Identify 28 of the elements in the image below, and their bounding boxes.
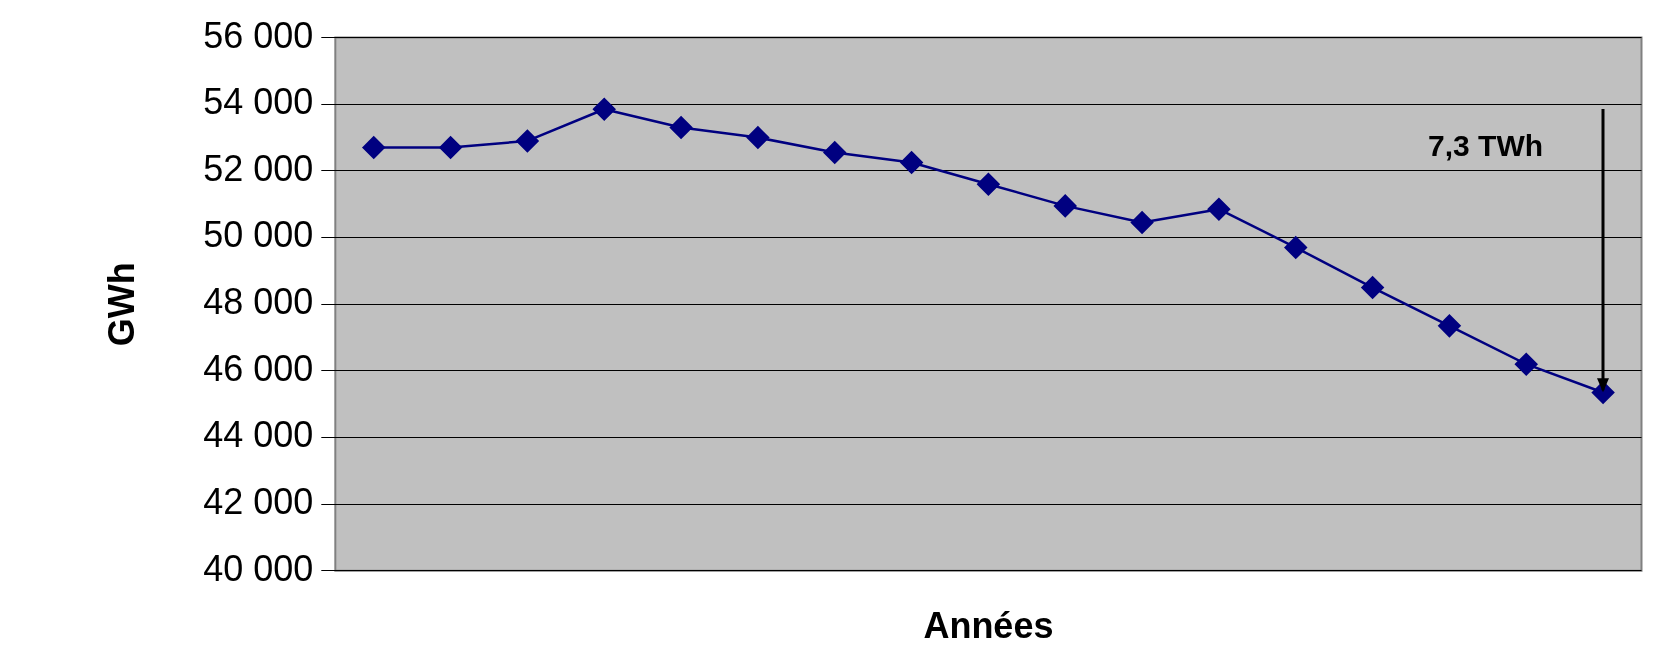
point — [823, 141, 846, 164]
point — [362, 136, 385, 159]
y-tick-label: 42 000 — [203, 481, 314, 523]
point — [1130, 211, 1154, 234]
y-tick-label: 52 000 — [203, 147, 314, 189]
y-tick-label: 56 000 — [203, 14, 314, 56]
y-tick-label: 50 000 — [203, 214, 314, 256]
x-axis-title: Années — [923, 605, 1054, 647]
y-tick-label: 48 000 — [203, 281, 314, 323]
point — [439, 136, 462, 159]
point — [746, 126, 770, 149]
point — [1284, 236, 1307, 259]
point — [900, 151, 923, 174]
y-tick-label: 54 000 — [203, 81, 314, 123]
y-tick-label: 44 000 — [203, 414, 314, 456]
y-tick-label: 40 000 — [203, 547, 314, 589]
annotation: 7,3 TWh — [1428, 128, 1544, 162]
point — [592, 98, 616, 121]
point — [669, 116, 693, 139]
point — [1053, 194, 1077, 218]
point — [977, 172, 1000, 196]
point — [1207, 197, 1231, 221]
y-axis-title: GWh — [100, 262, 142, 347]
y-tick-label: 46 000 — [203, 347, 314, 389]
point — [1361, 276, 1384, 299]
point — [1438, 314, 1461, 338]
point — [516, 129, 539, 153]
point — [1515, 352, 1538, 376]
